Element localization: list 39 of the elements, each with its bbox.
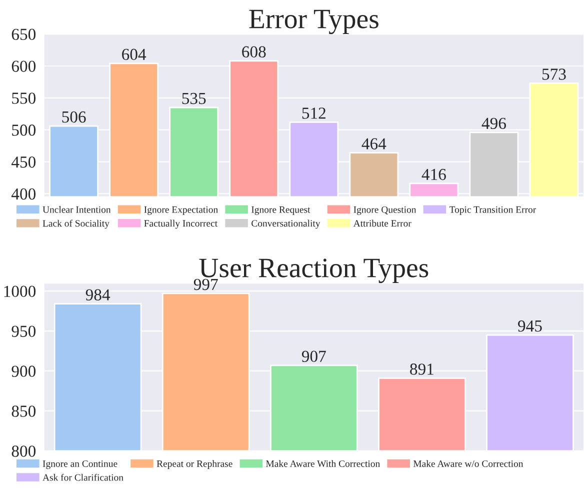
data-label: 512: [302, 108, 326, 119]
y-tick-label: 850: [12, 406, 36, 417]
legend-label: Make Aware w/o Correction: [413, 460, 524, 467]
data-label: 604: [122, 48, 146, 60]
legend-label: Attribute Error: [353, 220, 412, 227]
legend-label: Factually Incorrect: [144, 220, 218, 229]
y-tick-label: 650: [12, 28, 36, 40]
legend-label: Ask for Clarification: [42, 474, 124, 481]
data-label: 506: [62, 111, 86, 123]
y-tick-label: 1000: [4, 286, 36, 298]
legend-label: Ignore Expectation: [144, 206, 218, 215]
data-label: 496: [482, 118, 506, 130]
data-label: 891: [410, 364, 434, 375]
y-tick-label: 550: [12, 92, 36, 104]
legend-label: Topic Transition Error: [449, 206, 536, 215]
data-label: 608: [242, 46, 266, 58]
legend-label: Ignore Request: [251, 206, 310, 215]
legend-label: Conversationality: [252, 220, 320, 229]
legend-label: Unclear Intention: [42, 206, 111, 213]
y-tick-label: 450: [11, 156, 36, 168]
data-label: 907: [302, 350, 326, 362]
legend-label: Ignore Question: [354, 206, 416, 215]
legend-label: Lack of Sociality: [42, 220, 110, 229]
legend-label: Repeat or Rephrase: [156, 460, 232, 469]
data-label: 573: [542, 68, 566, 80]
data-label: 945: [518, 320, 542, 332]
data-label: 984: [86, 289, 110, 300]
y-tick-label: 500: [12, 124, 36, 136]
y-tick-label: 600: [12, 60, 36, 72]
y-tick-label: 400: [11, 188, 36, 200]
data-label: 416: [422, 168, 446, 180]
y-tick-label: 900: [12, 366, 36, 377]
y-tick-label: 950: [12, 326, 36, 337]
chart-title: Error Types: [249, 10, 378, 34]
y-tick-label: 800: [12, 446, 36, 457]
legend-label: Make Aware With Correction: [266, 460, 380, 468]
legend-label: Ignore an Continue: [42, 460, 118, 469]
data-label: 535: [182, 92, 206, 104]
data-label: 464: [362, 138, 386, 150]
